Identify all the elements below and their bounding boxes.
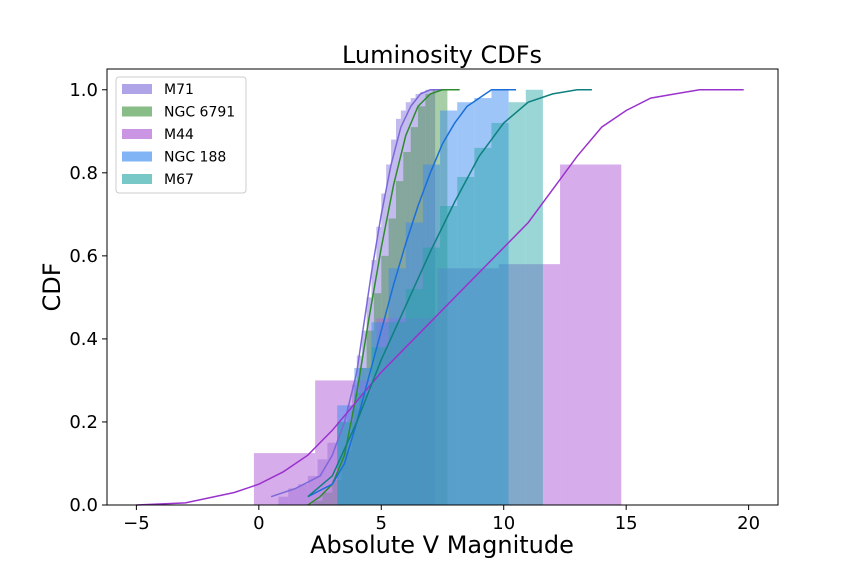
bar-ngc-188-9 [491,89,509,505]
bar-ngc-188-7 [457,102,475,505]
legend-swatch-m67 [122,174,152,184]
legend-swatch-ngc-188 [122,151,152,162]
bar-m67-9 [491,122,509,505]
bar-m44-4 [498,264,561,505]
legend-label-m71: M71 [164,82,194,98]
legend-swatch-ngc-6791 [122,106,152,117]
bar-m67-7 [457,176,475,505]
x-tick-label: 10 [492,513,515,534]
legend-label-m44: M44 [164,127,194,143]
bar-m67-2 [371,347,389,505]
legend-swatch-m71 [122,84,152,94]
y-tick-label: 0.8 [69,163,98,184]
series-bars-m67 [337,89,543,506]
x-tick-label: −5 [123,513,150,534]
bar-m67-4 [405,289,423,505]
bar-m44-5 [560,164,622,505]
bar-m67-3 [388,322,406,505]
y-tick-label: 0.0 [69,495,98,516]
cdf-curve-m67 [307,89,592,498]
bar-m44-0 [253,453,316,505]
x-tick-label: 0 [253,513,264,534]
bar-ngc-188-6 [440,110,458,506]
x-tick-label: 20 [737,513,760,534]
chart-title: Luminosity CDFs [342,41,542,69]
legend-label-m67: M67 [164,172,194,188]
bar-ngc-188-4 [405,222,423,505]
bar-m67-1 [354,392,372,505]
bar-m67-5 [422,247,441,506]
x-tick-label: 5 [376,513,387,534]
series-bars-ngc-188 [337,89,509,506]
y-tick-label: 0.4 [69,329,98,350]
y-axis-label: CDF [38,262,66,311]
legend-box [115,76,247,194]
bar-ngc-188-1 [354,367,372,505]
plot-frame [106,68,779,506]
bar-m67-10 [508,102,526,505]
bar-ngc-188-5 [422,164,441,505]
x-tick-label: 15 [615,513,638,534]
cdf-curve-m71 [270,89,460,498]
legend-swatch-m44 [122,129,152,139]
y-tick-label: 0.6 [69,246,98,267]
x-axis-label: Absolute V Magnitude [310,531,574,559]
bar-m67-6 [440,206,458,505]
legend-label-ngc-188: NGC 188 [164,150,226,166]
bar-ngc-188-8 [474,98,492,506]
legend-label-ngc-6791: NGC 6791 [164,105,235,121]
plot-marks [136,89,744,506]
cdf-curve-m44 [136,89,744,506]
cdf-curve-ngc-188 [307,89,516,498]
y-tick-label: 0.2 [69,412,98,433]
axis-ticks: −5 0 5 10 15 20 0.0 0.2 0.4 0.6 0.8 1.0 [69,80,760,534]
bar-ngc-188-3 [388,268,406,505]
bar-m67-11 [525,89,543,505]
bar-m67-8 [474,147,492,505]
legend: M71 NGC 6791 M44 NGC 188 M67 [115,76,247,194]
y-tick-label: 1.0 [69,80,98,101]
